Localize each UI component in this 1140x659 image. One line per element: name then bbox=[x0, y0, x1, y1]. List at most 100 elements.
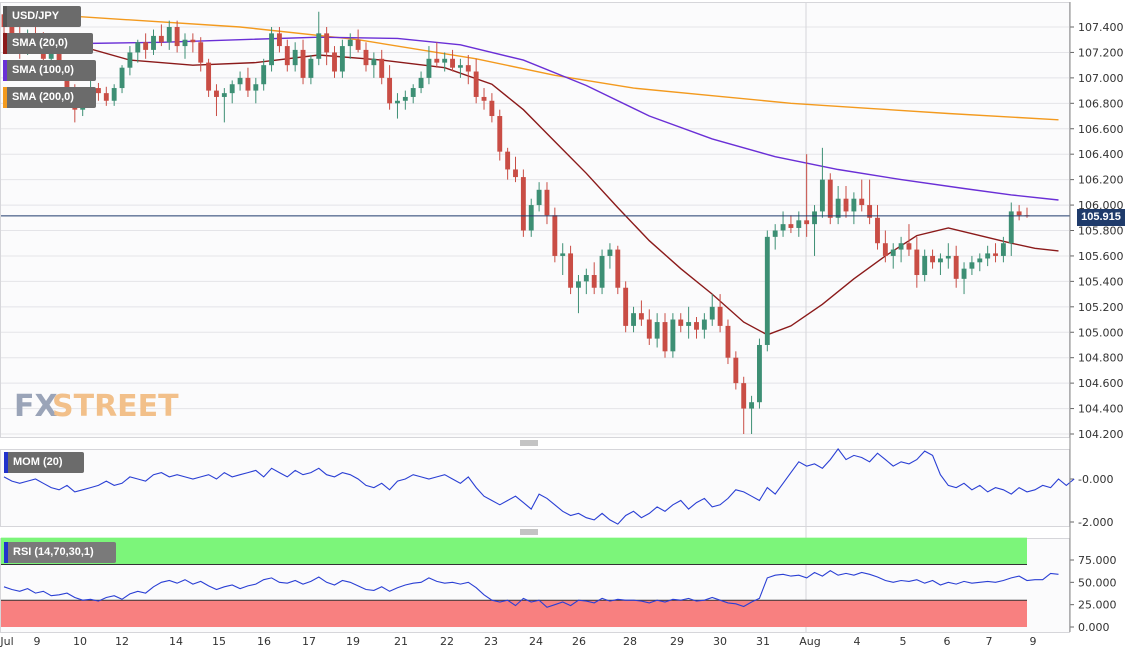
candle[interactable] bbox=[182, 33, 188, 59]
candle[interactable] bbox=[135, 39, 141, 63]
rsi-badge[interactable]: RSI (14,70,30,1) bbox=[4, 542, 116, 563]
mom-badge[interactable]: MOM (20) bbox=[4, 452, 84, 473]
candle[interactable] bbox=[725, 319, 731, 365]
candle[interactable] bbox=[843, 185, 849, 218]
candle[interactable] bbox=[308, 54, 314, 85]
candle[interactable] bbox=[379, 49, 385, 85]
candle[interactable] bbox=[402, 90, 408, 110]
candle[interactable] bbox=[961, 262, 967, 295]
candle[interactable] bbox=[387, 65, 393, 110]
candle[interactable] bbox=[119, 65, 125, 94]
candle[interactable] bbox=[851, 192, 857, 225]
candle[interactable] bbox=[890, 243, 896, 269]
candle[interactable] bbox=[174, 20, 180, 53]
candle[interactable] bbox=[214, 84, 219, 117]
candle[interactable] bbox=[221, 88, 227, 123]
candle[interactable] bbox=[481, 88, 487, 110]
candle[interactable] bbox=[615, 245, 621, 295]
candle[interactable] bbox=[127, 46, 133, 76]
candle[interactable] bbox=[552, 207, 558, 263]
candle[interactable] bbox=[536, 182, 542, 212]
candle[interactable] bbox=[1016, 205, 1022, 221]
candle[interactable] bbox=[505, 147, 511, 180]
candle[interactable] bbox=[560, 243, 566, 276]
candle[interactable] bbox=[733, 351, 739, 390]
candle[interactable] bbox=[568, 245, 574, 295]
candle[interactable] bbox=[882, 230, 888, 263]
candle[interactable] bbox=[245, 67, 251, 97]
candle[interactable] bbox=[623, 281, 629, 333]
candle[interactable] bbox=[599, 249, 605, 295]
candle[interactable] bbox=[434, 42, 440, 68]
candle[interactable] bbox=[930, 249, 936, 269]
candle[interactable] bbox=[418, 71, 424, 94]
candle[interactable] bbox=[591, 262, 597, 295]
candle[interactable] bbox=[489, 93, 495, 123]
candle[interactable] bbox=[166, 20, 172, 50]
candle[interactable] bbox=[670, 313, 676, 358]
candle[interactable] bbox=[977, 253, 983, 272]
candle[interactable] bbox=[457, 58, 463, 78]
candle[interactable] bbox=[151, 29, 156, 55]
candle[interactable] bbox=[772, 224, 778, 250]
candle[interactable] bbox=[324, 27, 330, 66]
candle[interactable] bbox=[276, 27, 282, 53]
candle[interactable] bbox=[812, 205, 817, 256]
candle[interactable] bbox=[914, 236, 920, 288]
candle[interactable] bbox=[426, 46, 432, 85]
candle[interactable] bbox=[906, 224, 912, 256]
candle[interactable] bbox=[875, 205, 880, 250]
candle[interactable] bbox=[646, 309, 652, 345]
candle[interactable] bbox=[953, 245, 959, 288]
candle[interactable] bbox=[922, 249, 928, 282]
candle[interactable] bbox=[937, 253, 943, 276]
candle[interactable] bbox=[143, 33, 149, 59]
candle[interactable] bbox=[111, 84, 117, 106]
candle[interactable] bbox=[363, 42, 369, 72]
candle[interactable] bbox=[395, 93, 400, 119]
candle[interactable] bbox=[859, 179, 865, 212]
candle[interactable] bbox=[95, 82, 101, 101]
candle[interactable] bbox=[300, 39, 306, 85]
candle[interactable] bbox=[190, 33, 196, 53]
candle[interactable] bbox=[694, 316, 699, 339]
candle[interactable] bbox=[631, 306, 636, 333]
sma20-badge[interactable]: SMA (20,0) bbox=[3, 33, 93, 54]
candle[interactable] bbox=[867, 179, 873, 225]
candle[interactable] bbox=[607, 243, 613, 269]
candle[interactable] bbox=[686, 306, 692, 339]
candle[interactable] bbox=[835, 185, 841, 225]
candle[interactable] bbox=[158, 24, 164, 47]
candle[interactable] bbox=[198, 37, 204, 72]
candle[interactable] bbox=[513, 156, 518, 183]
candle[interactable] bbox=[576, 275, 581, 314]
candle[interactable] bbox=[945, 243, 951, 269]
candle[interactable] bbox=[103, 86, 109, 106]
candle[interactable] bbox=[442, 52, 448, 72]
symbol-badge[interactable]: USD/JPY bbox=[3, 6, 81, 27]
candle[interactable] bbox=[788, 215, 794, 234]
candle[interactable] bbox=[347, 33, 353, 59]
candle[interactable] bbox=[741, 376, 747, 434]
candle[interactable] bbox=[819, 147, 825, 218]
candle[interactable] bbox=[701, 313, 707, 339]
candle[interactable] bbox=[339, 39, 345, 78]
candle[interactable] bbox=[520, 169, 526, 237]
candle[interactable] bbox=[985, 245, 991, 267]
candle[interactable] bbox=[898, 236, 904, 263]
candle[interactable] bbox=[206, 58, 212, 97]
candlesticks[interactable] bbox=[1, 11, 1030, 434]
candle[interactable] bbox=[709, 294, 715, 326]
candle[interactable] bbox=[269, 27, 274, 72]
candle[interactable] bbox=[284, 39, 290, 72]
candle[interactable] bbox=[583, 268, 589, 295]
candle[interactable] bbox=[237, 71, 243, 91]
candle[interactable] bbox=[764, 230, 770, 352]
candle[interactable] bbox=[292, 42, 298, 72]
candle[interactable] bbox=[993, 243, 998, 263]
candle[interactable] bbox=[654, 313, 660, 348]
candle[interactable] bbox=[678, 313, 684, 333]
candle[interactable] bbox=[465, 54, 471, 85]
candle[interactable] bbox=[662, 313, 668, 358]
candle[interactable] bbox=[332, 46, 337, 78]
